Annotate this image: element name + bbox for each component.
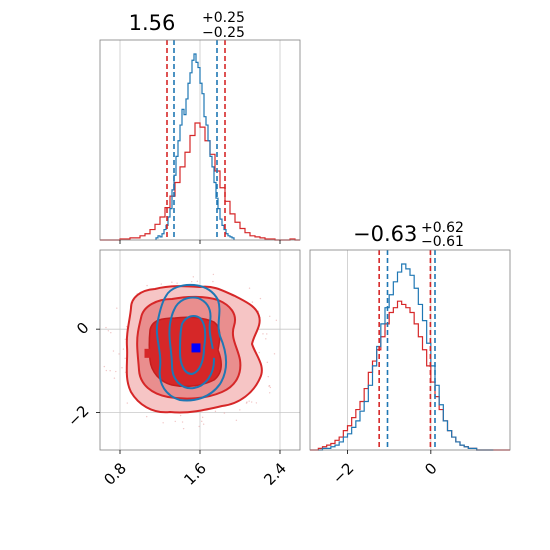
- scatter-point: [146, 415, 148, 418]
- scatter-point: [275, 319, 278, 321]
- histogram-series-0: [100, 122, 300, 241]
- scatter-point: [107, 330, 110, 332]
- scatter-point: [112, 350, 115, 352]
- scatter-point: [174, 420, 176, 423]
- x-tick-label: 0.8: [100, 459, 130, 489]
- scatter-point: [105, 326, 107, 329]
- scatter-point: [109, 369, 111, 372]
- panel-y-histogram: −2 0 −0.63 +0.62 −0.61: [309, 220, 511, 488]
- x-ticks: 0.8 1.6 2.4: [100, 450, 290, 489]
- scatter-point: [182, 427, 185, 430]
- title-plus: +0.25: [202, 10, 245, 26]
- markers: [144, 343, 218, 358]
- scatter-point: [269, 386, 272, 389]
- marker: [208, 348, 218, 358]
- y-tick-label: −2: [64, 402, 92, 430]
- scatter-point: [202, 423, 205, 425]
- scatter-point: [266, 333, 268, 335]
- scatter-point: [146, 284, 148, 287]
- scatter-point: [110, 332, 112, 334]
- title-median: −0.63: [353, 222, 417, 246]
- scatter-point: [239, 409, 241, 411]
- scatter-point: [124, 357, 126, 360]
- scatter-point: [103, 365, 106, 368]
- quantile-lines: [166, 40, 226, 240]
- x-tick-label: 0: [421, 459, 440, 478]
- scatter-point: [201, 420, 203, 423]
- y-ticks: −2 0: [64, 319, 100, 430]
- x-tick-label: −2: [329, 459, 357, 487]
- quantile-lines: [378, 250, 436, 450]
- axis-frame: [309, 249, 511, 451]
- title-median: 1.56: [129, 11, 176, 35]
- contour-red-fill-inner: [148, 316, 222, 388]
- scatter-point: [171, 281, 173, 283]
- scatter-point: [115, 370, 117, 373]
- title-plus: +0.62: [421, 220, 464, 236]
- scatter-point: [160, 283, 162, 285]
- contour-blue-mid: [168, 296, 216, 390]
- x-tick-label: 2.4: [260, 459, 290, 489]
- scatter-point: [259, 297, 262, 300]
- scatter-point: [248, 400, 250, 402]
- histogram-series-1: [318, 263, 494, 451]
- scatter-point: [162, 422, 164, 424]
- marker: [191, 343, 201, 353]
- x-ticks: −2 0: [329, 450, 441, 488]
- scatter-point: [212, 273, 215, 276]
- histogram-series-0: [310, 300, 510, 451]
- histogram-series-1: [155, 53, 235, 240]
- scatter-point: [258, 351, 260, 354]
- histogram-series: [310, 263, 510, 451]
- scatter-point: [262, 333, 264, 335]
- scatter-point: [250, 401, 253, 403]
- scatter-point: [251, 301, 254, 303]
- marker: [144, 348, 154, 358]
- scatter-point: [267, 375, 269, 378]
- scatter-point: [176, 282, 178, 284]
- scatter-point: [266, 361, 269, 364]
- scatter-point: [201, 416, 204, 419]
- scatter-point: [181, 421, 184, 423]
- scatter-point: [265, 338, 267, 340]
- title-minus: −0.25: [202, 25, 245, 41]
- panel-contour: 0.8 1.6 2.4 −2 0: [64, 249, 301, 489]
- contour-blue-outer: [155, 283, 227, 402]
- contour-area: [103, 273, 278, 430]
- scatter-point: [214, 410, 217, 413]
- scatter-point: [124, 338, 127, 340]
- scatter-point: [116, 307, 118, 309]
- scatter-point: [118, 353, 120, 355]
- scatter-point: [122, 348, 125, 350]
- y-tick-label: 0: [73, 319, 92, 338]
- panel-x-histogram: 1.56 +0.25 −0.25: [99, 10, 301, 244]
- title-minus: −0.61: [421, 234, 464, 250]
- scatter-point: [179, 414, 182, 417]
- scatter-point: [255, 402, 258, 404]
- scatter-point: [248, 287, 251, 289]
- scatter-point: [273, 353, 276, 355]
- scatter-point: [269, 315, 271, 318]
- scatter-point: [191, 280, 193, 283]
- panel-title-x: 1.56: [129, 11, 176, 35]
- scatter-point: [105, 369, 108, 372]
- scatter-point: [235, 419, 238, 421]
- scatter-point: [246, 401, 248, 403]
- histogram-series: [100, 53, 300, 241]
- scatter-point: [223, 412, 226, 414]
- scatter-point: [268, 384, 271, 387]
- scatter-point: [126, 325, 128, 328]
- x-tick-label: 1.6: [180, 459, 210, 489]
- scatter-point: [121, 367, 123, 369]
- scatter-point: [126, 402, 129, 404]
- scatter-point: [198, 425, 200, 428]
- contour-blue-inner: [178, 315, 207, 376]
- scatter-point: [113, 377, 116, 379]
- scatter-point: [269, 392, 271, 394]
- scatter-point: [212, 280, 214, 283]
- x-ticks: [119, 240, 281, 244]
- scatter-point: [196, 280, 199, 283]
- scatter-point: [192, 276, 195, 278]
